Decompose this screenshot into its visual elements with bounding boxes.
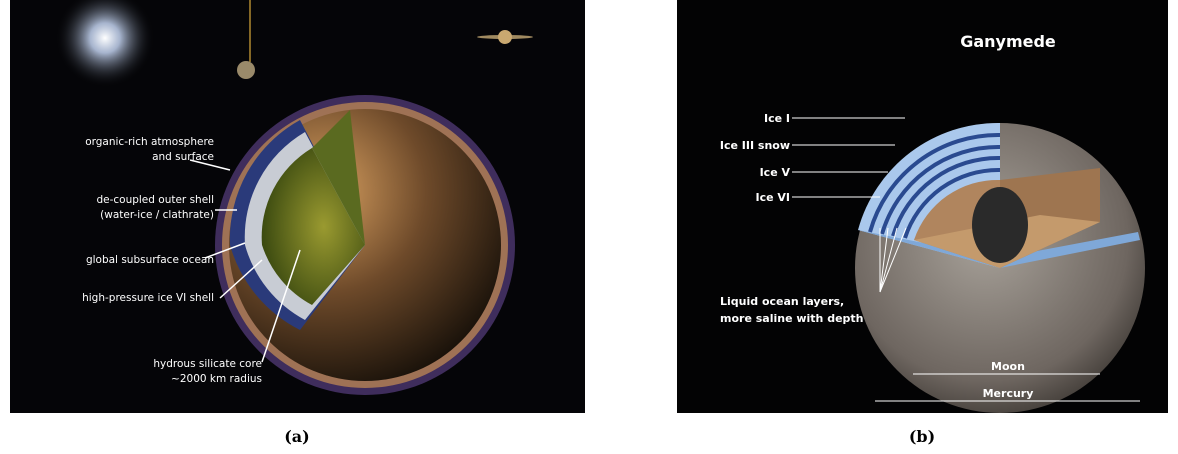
saturn bbox=[498, 30, 512, 44]
panel-a: organic-rich atmosphere and surface de-cou… bbox=[10, 0, 585, 446]
layer-label: hydrous silicate core bbox=[153, 358, 262, 370]
ocean-note: more saline with depth bbox=[720, 312, 864, 325]
layer-label: Ice V bbox=[760, 166, 791, 179]
probe bbox=[237, 61, 255, 79]
ice-layers bbox=[868, 132, 1001, 239]
panel-title: Ganymede bbox=[960, 32, 1056, 51]
iron-core bbox=[972, 187, 1028, 263]
caption: (a) bbox=[284, 427, 310, 446]
silicate-core bbox=[261, 148, 365, 305]
layer-label: ~2000 km radius bbox=[171, 373, 262, 385]
scale-label: Mercury bbox=[983, 387, 1034, 400]
sun bbox=[55, 0, 155, 88]
label-arrows bbox=[189, 159, 301, 363]
layer-label: Ice III snow bbox=[720, 139, 790, 152]
caption: (b) bbox=[909, 427, 935, 446]
panel-b: Ganymede Ice I Ice III snow Ice V Ice VI Liq… bbox=[677, 0, 1168, 446]
ocean-note: Liquid ocean layers, bbox=[720, 295, 844, 308]
layer-label: global subsurface ocean bbox=[86, 254, 214, 266]
layer-label: organic-rich atmosphere bbox=[85, 136, 214, 148]
layer-label: Ice I bbox=[764, 112, 790, 125]
layer-label: and surface bbox=[152, 151, 214, 163]
layer-label: (water-ice / clathrate) bbox=[100, 209, 214, 221]
scale-label: Moon bbox=[991, 360, 1025, 373]
label-lines bbox=[792, 117, 1140, 402]
layer-label: de-coupled outer shell bbox=[96, 194, 214, 206]
core-face bbox=[312, 110, 365, 245]
layer-label: Ice VI bbox=[755, 191, 790, 204]
layer-label: high-pressure ice VI shell bbox=[82, 292, 214, 304]
